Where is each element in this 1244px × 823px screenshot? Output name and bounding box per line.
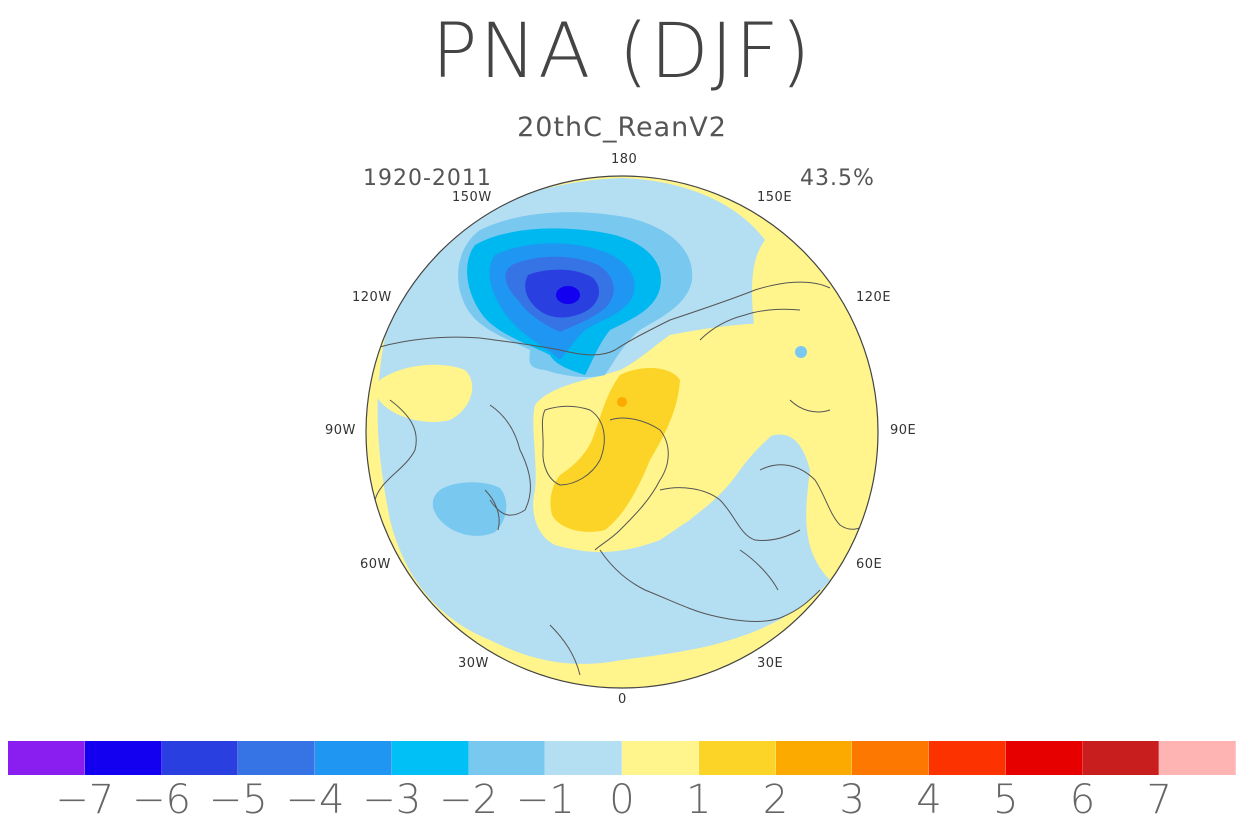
polar-anomaly-map — [365, 175, 879, 689]
colorbar-tick-label: −1 — [515, 777, 575, 823]
colorbar-swatch — [1005, 741, 1083, 775]
lon-label-30w: 30W — [458, 656, 489, 671]
colorbar-swatch — [698, 741, 776, 775]
colorbar-swatch — [1082, 741, 1160, 775]
field-neg7-min — [556, 286, 580, 304]
lon-label-120e: 120E — [856, 290, 892, 305]
colorbar-tick-label: −5 — [208, 777, 268, 823]
colorbar-tick-label: −3 — [362, 777, 422, 823]
colorbar-swatch — [391, 741, 469, 775]
colorbar-swatch — [468, 741, 546, 775]
variance-explained-label: 43.5% — [800, 166, 875, 191]
lon-label-150e: 150E — [757, 190, 793, 205]
colorbar-swatch — [929, 741, 1006, 775]
colorbar-swatch — [545, 741, 622, 775]
field-neg2-siberia — [795, 346, 807, 358]
lon-label-90w: 90W — [325, 423, 356, 438]
colorbar-swatch — [161, 741, 239, 775]
colorbar-tick-labels: −7 −6 −5 −4 −3 −2 −1 0 1 2 3 4 5 6 7 — [0, 778, 1244, 822]
colorbar-swatch — [84, 741, 162, 775]
field-neg2-atlantic — [432, 482, 507, 536]
colorbar-tick-label: 7 — [1146, 777, 1172, 823]
colorbar-swatch — [852, 741, 929, 775]
colorbar-tick-label: 0 — [609, 777, 635, 823]
colorbar-tick-label: −6 — [132, 777, 191, 823]
colorbar-tick-label: 2 — [762, 777, 789, 823]
colorbar-tick-label: 1 — [686, 777, 712, 823]
plot-title: PNA (DJF) — [431, 6, 813, 95]
colorbar-tick-label: −4 — [285, 777, 345, 823]
colorbar — [8, 741, 1236, 775]
colorbar-swatch — [8, 741, 85, 775]
colorbar-tick-label: 6 — [1069, 777, 1096, 823]
lon-label-120w: 120W — [352, 290, 392, 305]
colorbar-tick-label: −7 — [55, 777, 115, 823]
lon-label-60w: 60W — [360, 557, 391, 572]
colorbar-tick-label: −2 — [439, 777, 498, 823]
lon-label-150w: 150W — [452, 190, 492, 205]
map-boundary — [365, 175, 879, 689]
colorbar-swatch — [775, 741, 853, 775]
lon-label-0: 0 — [618, 692, 627, 707]
lon-label-90e: 90E — [890, 423, 917, 438]
dataset-subtitle: 20thC_ReanV2 — [517, 112, 727, 143]
field-pos1-outer-rim — [366, 176, 878, 688]
period-label: 1920-2011 — [363, 166, 492, 191]
colorbar-swatch — [1159, 741, 1236, 775]
lon-label-180: 180 — [611, 152, 638, 167]
colorbar-swatch — [315, 741, 392, 775]
colorbar-swatch — [238, 741, 315, 775]
lon-label-30e: 30E — [757, 656, 784, 671]
colorbar-tick-label: 4 — [916, 777, 942, 823]
field-pos2-greenland — [550, 368, 680, 532]
coastlines — [369, 281, 869, 676]
colorbar-tick-label: 3 — [839, 777, 865, 823]
colorbar-tick-label: 5 — [993, 777, 1019, 823]
lon-label-60e: 60E — [856, 557, 883, 572]
field-pos3-max — [617, 397, 627, 407]
colorbar-swatch — [622, 741, 699, 775]
